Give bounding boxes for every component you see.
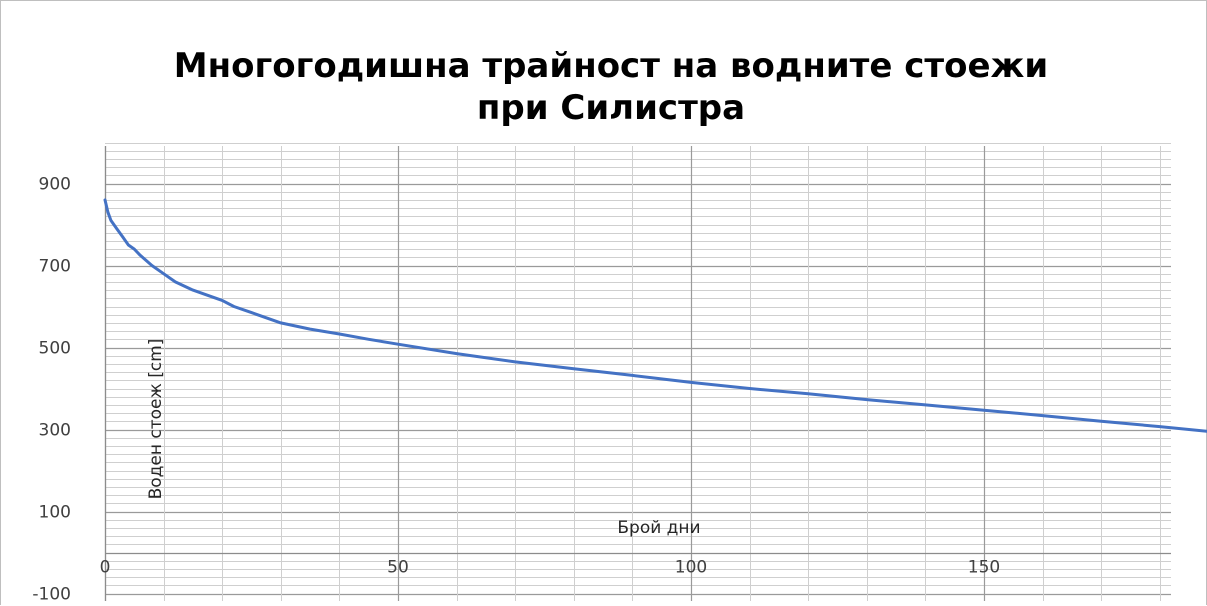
chart-title-line-1: Многогодишна трайност на водните стоежи	[174, 46, 1048, 86]
series-line	[103, 198, 1207, 433]
plot-series	[103, 198, 1207, 433]
y-tick-label: -100	[32, 585, 71, 605]
y-tick-label: 900	[39, 175, 71, 195]
y-tick-label: 500	[39, 339, 71, 359]
y-tick-label: 700	[39, 257, 71, 277]
chart-title-line-2: при Силистра	[477, 88, 745, 128]
x-tick-label: 0	[100, 558, 111, 578]
tick-labels: -100100300500700900050100150200250300350	[32, 175, 1000, 605]
y-tick-label: 100	[39, 503, 71, 523]
gridlines	[104, 143, 1171, 601]
y-axis-title: Воден стоеж [cm]	[146, 339, 166, 500]
x-tick-label: 50	[387, 558, 409, 578]
x-tick-label: 150	[968, 558, 1000, 578]
y-tick-label: 300	[39, 421, 71, 441]
x-axis-title: Брой дни	[617, 518, 700, 538]
x-tick-label: 100	[675, 558, 707, 578]
chart-title: Многогодишна трайност на водните стоежи …	[174, 46, 1048, 128]
